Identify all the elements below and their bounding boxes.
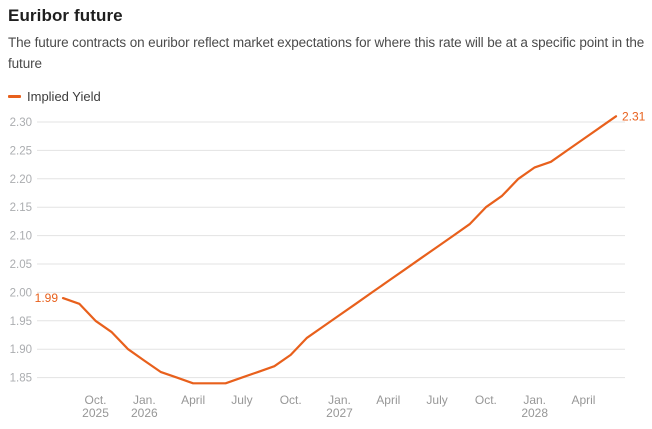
y-tick-label: 2.10: [10, 231, 32, 243]
x-tick-year-label: 2028: [521, 406, 548, 420]
y-tick-label: 2.30: [10, 117, 32, 129]
last-value-label: 2.31: [622, 109, 646, 123]
first-value-label: 1.99: [35, 291, 59, 305]
x-tick-label: Jan.: [328, 393, 351, 407]
x-tick-year-label: 2025: [82, 406, 109, 420]
y-tick-label: 2.25: [10, 145, 32, 157]
y-tick-label: 1.90: [10, 344, 32, 356]
x-tick-label: April: [181, 393, 205, 407]
x-tick-label: April: [571, 393, 595, 407]
x-tick-label: Oct.: [85, 393, 107, 407]
x-tick-year-label: 2027: [326, 406, 353, 420]
implied-yield-line: [61, 115, 618, 385]
x-tick-label: July: [426, 393, 447, 407]
y-tick-label: 2.20: [10, 174, 32, 186]
y-tick-label: 2.00: [10, 287, 32, 299]
chart-subtitle: The future contracts on euribor reflect …: [8, 35, 645, 71]
y-tick-label: 2.15: [10, 202, 32, 214]
y-tick-label: 1.95: [10, 316, 32, 328]
x-tick-label: Jan.: [133, 393, 156, 407]
x-tick-label: April: [376, 393, 400, 407]
legend-line-swatch: [8, 95, 21, 98]
x-tick-year-label: 2026: [131, 406, 158, 420]
y-tick-label: 2.05: [10, 259, 32, 271]
legend: Implied Yield: [8, 89, 101, 104]
x-tick-label: July: [231, 393, 252, 407]
chart-title: Euribor future: [8, 6, 123, 25]
x-tick-label: Oct.: [475, 393, 497, 407]
y-tick-label: 1.85: [10, 373, 32, 385]
x-tick-label: Jan.: [523, 393, 546, 407]
x-tick-label: Oct.: [280, 393, 302, 407]
legend-label: Implied Yield: [27, 89, 101, 104]
